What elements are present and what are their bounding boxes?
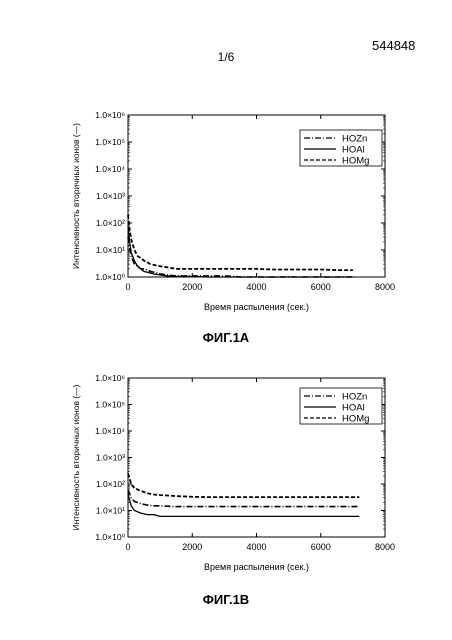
x-tick-label: 2000 bbox=[182, 542, 202, 552]
series-line-hoal bbox=[128, 226, 353, 277]
x-tick-label: 2000 bbox=[182, 282, 202, 292]
y-tick-label: 1.0×10⁰ bbox=[95, 272, 125, 282]
x-tick-label: 4000 bbox=[246, 542, 266, 552]
series-line-hozn bbox=[128, 237, 353, 277]
y-tick-label: 1.0×10² bbox=[96, 479, 125, 489]
x-tick-label: 0 bbox=[125, 542, 130, 552]
y-tick-label: 1.0×10⁶ bbox=[95, 110, 125, 120]
chart-1: 1.0×10⁰ 1.0×10¹ 1.0×10² 1.0×10³ 1.0×10⁴ 1.0×1… bbox=[71, 110, 395, 345]
legend-label: HOAl bbox=[342, 403, 365, 414]
y-tick-label: 1.0×10² bbox=[96, 218, 125, 228]
x-tick-label: 8000 bbox=[375, 542, 395, 552]
x-tick-label: 8000 bbox=[375, 282, 395, 292]
series-line-homg bbox=[128, 474, 359, 498]
figure-caption: ФИГ.1В bbox=[203, 592, 249, 607]
series-line-homg bbox=[128, 215, 353, 270]
y-tick-label: 1.0×10³ bbox=[96, 191, 125, 201]
x-tick-label: 6000 bbox=[311, 542, 331, 552]
y-tick-label: 1.0×10⁴ bbox=[95, 164, 125, 174]
y-tick-label: 1.0×10³ bbox=[96, 453, 125, 463]
y-tick-label: 1.0×10⁴ bbox=[95, 426, 125, 436]
y-tick-label: 1.0×10⁶ bbox=[95, 373, 125, 383]
x-tick-label: 4000 bbox=[246, 282, 266, 292]
legend-label: HOMg bbox=[342, 156, 369, 167]
y-tick-label: 1.0×10⁵ bbox=[95, 400, 125, 410]
chart-2: 1.0×10⁰ 1.0×10¹ 1.0×10² 1.0×10³ 1.0×10⁴ 1.0×1… bbox=[71, 373, 395, 607]
x-axis-label: Время распыления (сек.) bbox=[204, 302, 309, 312]
x-tick-label: 0 bbox=[125, 282, 130, 292]
legend-label: HOZn bbox=[342, 392, 367, 403]
x-tick-label: 6000 bbox=[311, 282, 331, 292]
figure-caption: ФИГ.1А bbox=[203, 330, 250, 345]
y-tick-label: 1.0×10¹ bbox=[96, 506, 125, 516]
y-axis-label: Интенсивность вторичных ионов (—) bbox=[71, 384, 81, 530]
x-axis-label: Время распыления (сек.) bbox=[204, 562, 309, 572]
series-line-hozn bbox=[128, 490, 359, 507]
y-tick-label: 1.0×10¹ bbox=[96, 245, 125, 255]
legend-box bbox=[300, 130, 382, 166]
legend-label: HOMg bbox=[342, 414, 369, 425]
y-tick-label: 1.0×10⁰ bbox=[95, 532, 125, 542]
y-axis-label: Интенсивность вторичных ионов (—) bbox=[71, 123, 81, 269]
y-tick-label: 1.0×10⁵ bbox=[95, 137, 125, 147]
legend-label: HOZn bbox=[342, 134, 367, 145]
legend-label: HOAl bbox=[342, 145, 365, 156]
